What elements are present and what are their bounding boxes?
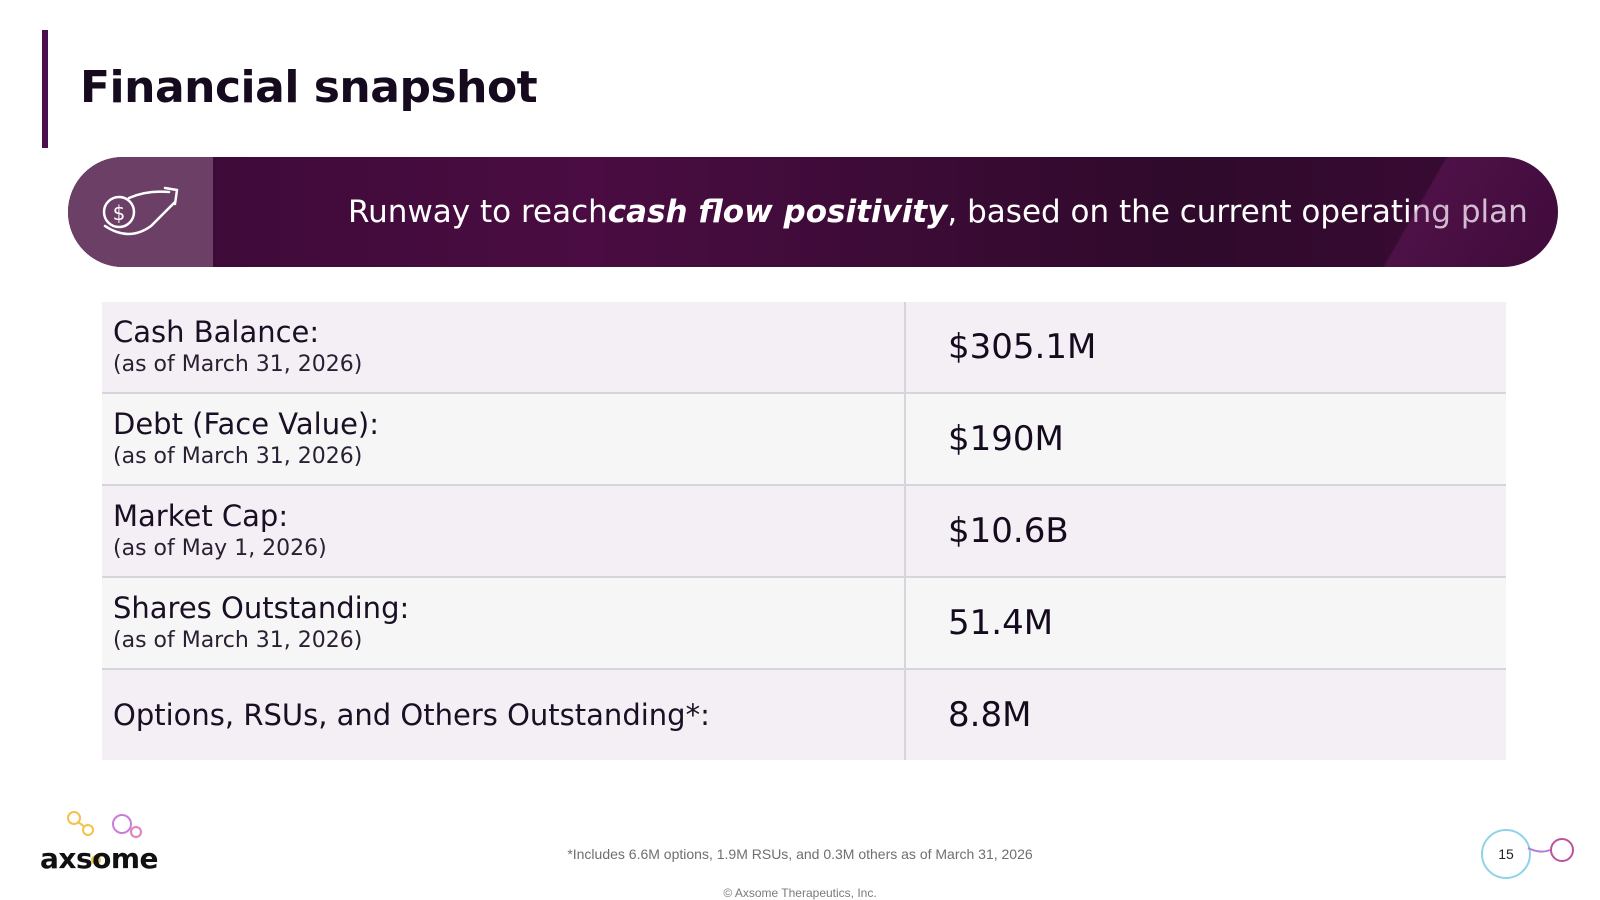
row-sublabel: (as of March 31, 2026) bbox=[113, 628, 363, 653]
row-value: 8.8M bbox=[948, 695, 1032, 735]
row-label: Debt (Face Value): bbox=[113, 407, 379, 441]
page-title: Financial snapshot bbox=[80, 62, 538, 113]
table-row: Options, RSUs, and Others Outstanding*: … bbox=[102, 670, 1506, 760]
banner-text-before: Runway to reach bbox=[348, 194, 608, 230]
row-sublabel: (as of March 31, 2026) bbox=[113, 444, 363, 469]
logo-text: axsome bbox=[40, 842, 159, 875]
table-row: Market Cap: (as of May 1, 2026) $10.6B bbox=[102, 486, 1506, 578]
row-value: $10.6B bbox=[948, 511, 1069, 551]
row-label: Market Cap: bbox=[113, 499, 289, 533]
row-label-cell: Shares Outstanding: (as of March 31, 202… bbox=[102, 578, 906, 668]
footnote: *Includes 6.6M options, 1.9M RSUs, and 0… bbox=[567, 846, 1033, 862]
row-label-cell: Market Cap: (as of May 1, 2026) bbox=[102, 486, 906, 576]
row-value: 51.4M bbox=[948, 603, 1054, 643]
axsome-logo: axsome bbox=[40, 810, 180, 890]
row-label: Options, RSUs, and Others Outstanding*: bbox=[113, 698, 710, 732]
banner-icon-box: $ bbox=[68, 157, 213, 267]
row-value: $190M bbox=[948, 419, 1064, 459]
row-label: Cash Balance: bbox=[113, 315, 320, 349]
row-label: Shares Outstanding: bbox=[113, 591, 410, 625]
runway-banner: $ Runway to reach cash flow positivity ,… bbox=[68, 157, 1558, 267]
table-row: Cash Balance: (as of March 31, 2026) $30… bbox=[102, 302, 1506, 394]
table-row: Debt (Face Value): (as of March 31, 2026… bbox=[102, 394, 1506, 486]
banner-text-after: , based on the current operating plan bbox=[947, 194, 1528, 230]
financial-table: Cash Balance: (as of March 31, 2026) $30… bbox=[102, 302, 1506, 760]
svg-text:$: $ bbox=[112, 201, 125, 225]
table-row: Shares Outstanding: (as of March 31, 202… bbox=[102, 578, 1506, 670]
row-label-cell: Options, RSUs, and Others Outstanding*: bbox=[102, 670, 906, 760]
banner-text: Runway to reach cash flow positivity , b… bbox=[348, 157, 1528, 267]
row-sublabel: (as of May 1, 2026) bbox=[113, 536, 327, 561]
row-label-cell: Debt (Face Value): (as of March 31, 2026… bbox=[102, 394, 906, 484]
banner-text-emphasis: cash flow positivity bbox=[607, 194, 948, 230]
page-badge-icon bbox=[1481, 829, 1574, 879]
row-value: $305.1M bbox=[948, 327, 1097, 367]
copyright: © Axsome Therapeutics, Inc. bbox=[723, 886, 877, 900]
page-number: 15 bbox=[1498, 846, 1514, 862]
money-growth-icon: $ bbox=[102, 186, 178, 236]
logo-molecule-icon bbox=[67, 811, 142, 865]
row-label-cell: Cash Balance: (as of March 31, 2026) bbox=[102, 302, 906, 392]
row-sublabel: (as of March 31, 2026) bbox=[113, 352, 363, 377]
title-accent-bar bbox=[42, 30, 48, 148]
